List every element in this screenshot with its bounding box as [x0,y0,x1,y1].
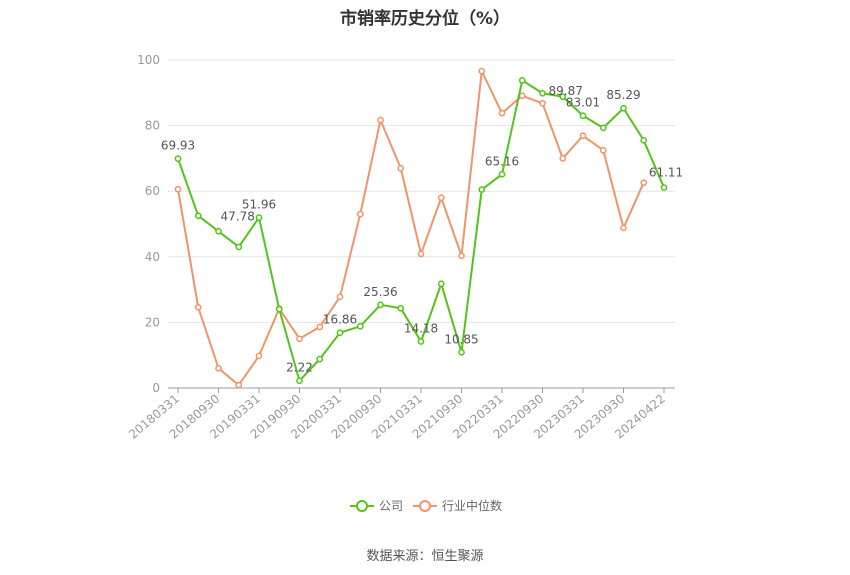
data-label: 10.85 [444,332,478,346]
industry-point [215,364,222,372]
y-tick-label: 60 [145,184,160,198]
legend-marker [419,500,431,512]
industry-point [336,293,344,301]
company-point [498,170,506,178]
data-label: 51.96 [242,198,276,212]
industry-point [296,335,303,343]
data-label: 89.87 [549,84,583,98]
industry-point [437,194,445,202]
data-label: 65.16 [485,154,519,168]
company-point [579,112,587,120]
company-point [660,184,668,191]
y-tick-label: 80 [145,119,160,133]
industry-point [579,132,587,140]
company-point [356,322,364,330]
industry-point [377,116,384,124]
company-point [458,349,465,356]
data-label: 2.22 [286,361,313,375]
company-point [518,76,526,84]
legend-label: 行业中位数 [442,498,502,513]
company-point [539,89,546,97]
company-point [235,243,243,251]
industry-point [559,155,567,162]
company-point [599,124,607,132]
industry-point [478,67,486,75]
company-point [255,214,263,221]
industry-point [599,146,607,154]
company-point [559,93,567,101]
data-label: 85.29 [606,88,640,102]
company-point [174,155,182,162]
legend-marker [356,500,368,512]
chart-title: 市销率历史分位（%） [339,9,511,29]
data-label: 16.86 [323,313,357,327]
data-label: 83.01 [566,96,600,110]
company-point [316,355,324,363]
company-point [478,186,486,193]
y-tick-label: 40 [145,250,160,264]
company-point [640,137,648,144]
industry-point [235,381,243,389]
y-tick-label: 100 [137,53,160,67]
industry-point [356,210,364,218]
company-point [296,377,303,385]
y-tick-label: 0 [152,381,160,395]
company-point [336,329,344,337]
company-point [397,304,405,312]
company-point [437,280,445,288]
industry-point [417,250,425,258]
industry-point [194,303,202,311]
industry-point [620,224,627,232]
data-source: 数据来源：恒生聚源 [366,549,484,564]
y-tick-label: 20 [145,315,160,329]
industry-point [255,352,263,360]
industry-line [177,70,645,387]
company-point [377,301,384,309]
data-label: 61.11 [649,166,683,180]
company-point [194,212,202,220]
company-point [417,338,425,345]
data-label: 69.93 [161,139,195,153]
industry-point [498,109,506,117]
industry-point [458,252,465,260]
industry-point [539,99,546,107]
data-label: 25.36 [363,285,397,299]
company-point [620,104,627,112]
company-point [275,305,283,313]
industry-point [316,323,324,331]
data-label: 47.78 [221,209,255,223]
company-point [215,227,222,235]
industry-point [518,92,526,100]
data-label: 14.18 [404,321,438,335]
industry-point [397,164,405,172]
industry-point [640,179,648,187]
legend-label: 公司 [379,499,403,513]
industry-point [174,185,182,193]
